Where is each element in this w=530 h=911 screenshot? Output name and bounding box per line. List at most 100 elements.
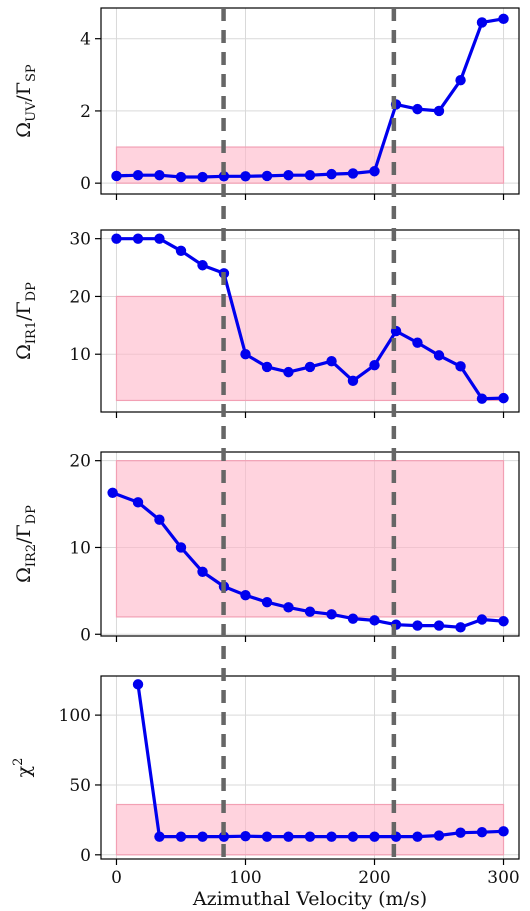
- y-tick-label: 20: [69, 452, 91, 472]
- data-point: [132, 497, 144, 508]
- data-point: [154, 170, 165, 181]
- data-point: [132, 233, 144, 244]
- y-tick-label: 0: [80, 846, 91, 866]
- data-point: [283, 366, 294, 378]
- axes-frame: [100, 675, 520, 860]
- data-point: [433, 830, 445, 841]
- panel-3: 0 10 20 ΩIR2/ΓDP: [13, 451, 520, 645]
- data-point: [326, 609, 337, 620]
- x-axis-label: Azimuthal Velocity (m/s): [192, 888, 427, 910]
- y-tick-label: 0: [80, 625, 91, 645]
- data-point: [283, 602, 294, 613]
- data-point: [304, 606, 316, 617]
- data-point: [455, 361, 466, 372]
- data-point: [197, 831, 208, 842]
- data-point: [412, 337, 423, 348]
- data-point: [433, 350, 445, 361]
- y-tick-label: 30: [69, 230, 91, 250]
- data-point: [107, 487, 118, 498]
- data-point: [326, 168, 337, 180]
- data-point: [175, 171, 187, 183]
- data-point: [476, 17, 488, 28]
- data-point: [175, 245, 187, 256]
- data-point: [240, 349, 251, 360]
- data-point: [455, 827, 466, 838]
- data-point: [304, 361, 316, 373]
- data-point: [154, 514, 165, 525]
- data-point: [326, 831, 337, 842]
- y-tick-label: 100: [59, 706, 91, 726]
- data-point: [261, 831, 273, 842]
- data-point: [240, 171, 251, 182]
- data-point: [455, 75, 466, 86]
- data-point: [326, 355, 337, 367]
- data-point: [175, 831, 187, 842]
- data-point: [498, 826, 509, 837]
- data-point: [498, 392, 509, 404]
- x-tick-label: 200: [358, 868, 390, 888]
- data-point: [283, 170, 294, 181]
- data-point: [261, 170, 273, 182]
- data-point: [476, 826, 488, 838]
- x-tick-label: 0: [111, 868, 122, 888]
- x-tick-label: 100: [229, 868, 261, 888]
- data-point: [476, 614, 488, 625]
- panel-1: 0 2 4 ΩUV/ΓSP: [13, 7, 520, 200]
- y-tick-label: 20: [69, 287, 91, 307]
- data-point: [347, 168, 359, 179]
- data-point: [476, 393, 488, 404]
- panel-4: 0 50 100 0 100 200 300 χ2: [11, 675, 520, 888]
- y-tick-label: 2: [80, 102, 91, 122]
- data-point: [197, 566, 208, 577]
- data-point: [433, 105, 445, 117]
- data-point: [347, 831, 359, 842]
- y-axis-label: ΩIR2/ΓDP: [13, 505, 39, 583]
- y-axis-label: χ2: [11, 758, 35, 778]
- data-point: [433, 620, 445, 631]
- axes-frame: [100, 451, 520, 637]
- data-point: [412, 103, 423, 115]
- data-point: [369, 615, 380, 626]
- valid-range-band: [115, 295, 505, 402]
- data-point: [412, 620, 423, 631]
- data-point: [111, 170, 122, 182]
- data-point: [412, 831, 423, 842]
- panel-2: 10 20 30 ΩIR1/ΓDP: [13, 229, 520, 418]
- data-point: [369, 166, 380, 177]
- data-point: [498, 616, 509, 627]
- data-point: [261, 361, 273, 373]
- data-point: [304, 170, 316, 181]
- data-point: [304, 831, 316, 842]
- data-point: [347, 613, 359, 624]
- data-point: [283, 831, 294, 842]
- y-axis-label: ΩIR1/ΓDP: [13, 282, 39, 360]
- valid-range-band: [115, 460, 505, 618]
- data-point: [498, 13, 509, 25]
- data-point: [154, 233, 165, 244]
- data-point: [347, 375, 359, 386]
- data-point: [197, 171, 208, 183]
- data-point: [132, 679, 144, 690]
- y-tick-label: 4: [80, 30, 91, 50]
- y-tick-label: 50: [69, 776, 91, 796]
- data-point: [240, 590, 251, 601]
- data-point: [455, 622, 466, 633]
- y-tick-label: 0: [80, 174, 91, 194]
- axes-frame: [100, 229, 520, 413]
- x-tick-label: 300: [487, 868, 519, 888]
- y-axis-label: ΩUV/ΓSP: [13, 64, 39, 138]
- axes-frame: [100, 7, 520, 195]
- y-tick-label: 10: [69, 538, 91, 558]
- data-point: [261, 596, 273, 608]
- data-point: [197, 260, 208, 271]
- data-point: [240, 831, 251, 842]
- valid-range-band: [115, 803, 505, 856]
- y-tick-label: 10: [69, 345, 91, 365]
- data-point: [175, 542, 187, 553]
- data-point: [369, 360, 380, 371]
- data-point: [111, 233, 122, 244]
- data-point: [154, 831, 165, 842]
- data-point: [369, 831, 380, 842]
- data-point: [132, 170, 144, 181]
